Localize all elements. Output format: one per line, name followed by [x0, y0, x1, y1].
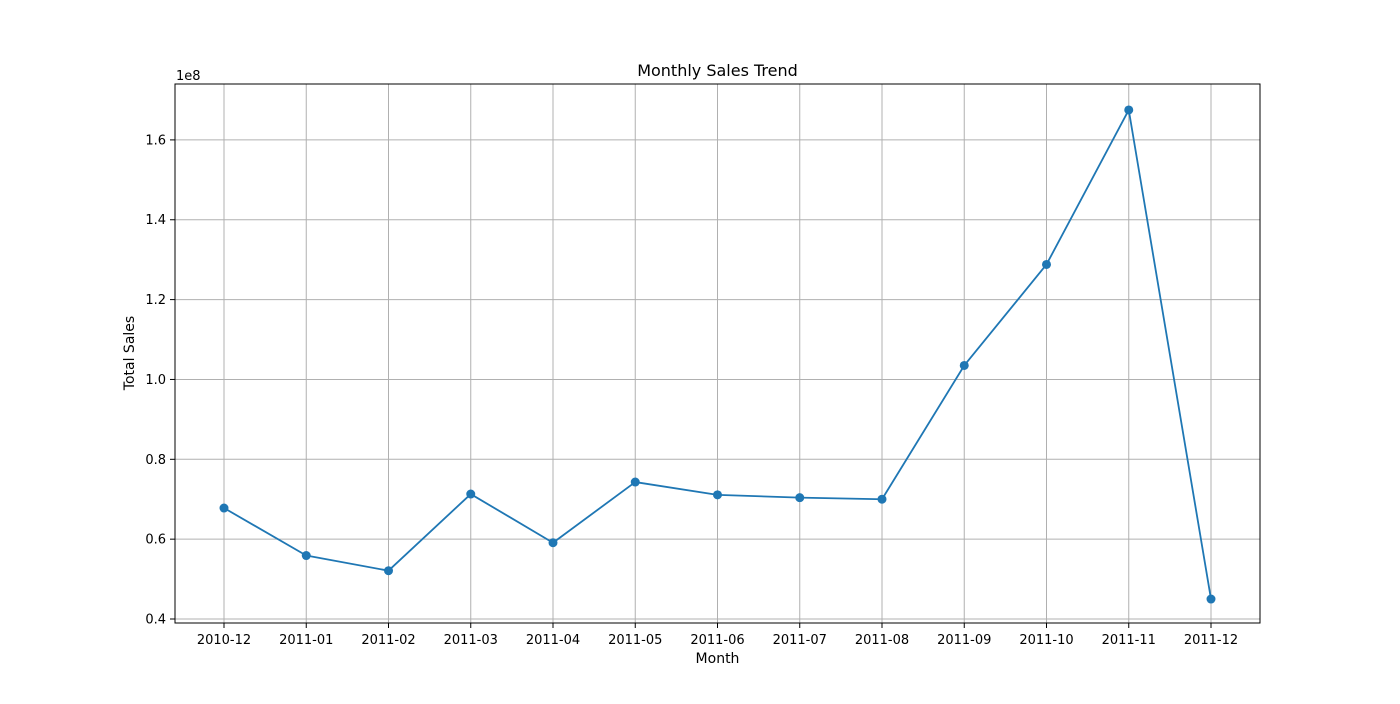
x-axis-label: Month — [696, 651, 740, 667]
y-tick-label: 0.8 — [145, 453, 166, 468]
grid — [175, 84, 1260, 623]
chart-title: Monthly Sales Trend — [637, 61, 798, 80]
data-point[interactable] — [713, 490, 722, 500]
y-tick-label: 1.2 — [145, 293, 166, 308]
series-layer — [219, 105, 1216, 604]
x-tick-label: 2011-04 — [526, 633, 580, 648]
data-point[interactable] — [795, 493, 805, 503]
x-tick-label: 2011-09 — [937, 633, 991, 648]
data-point[interactable] — [466, 489, 476, 499]
y-tick-label: 1.4 — [145, 213, 166, 228]
data-point[interactable] — [548, 538, 558, 548]
data-point[interactable] — [959, 360, 969, 370]
y-tick-label: 1.6 — [145, 133, 166, 148]
data-point[interactable] — [1042, 259, 1051, 269]
x-tick-label: 2011-12 — [1184, 633, 1238, 648]
data-point[interactable] — [1124, 105, 1134, 115]
data-point[interactable] — [384, 566, 393, 576]
y-tick-label: 0.4 — [145, 613, 166, 628]
x-tick-label: 2011-07 — [773, 633, 827, 648]
data-point[interactable] — [1206, 594, 1216, 604]
x-tick-label: 2011-10 — [1019, 633, 1073, 648]
data-point[interactable] — [630, 477, 640, 487]
x-tick-label: 2011-05 — [608, 633, 662, 648]
x-tick-label: 2011-06 — [690, 633, 744, 648]
data-point[interactable] — [301, 551, 311, 561]
x-tick-label: 2011-11 — [1102, 633, 1156, 648]
x-tick-label: 2011-03 — [444, 633, 498, 648]
x-tick-label: 2011-08 — [855, 633, 909, 648]
y-offset-label: 1e8 — [176, 69, 201, 84]
x-tick-label: 2010-12 — [197, 633, 251, 648]
y-axis-label: Total Sales — [122, 316, 138, 391]
y-tick-label: 0.6 — [145, 533, 166, 548]
axis-ticks: 2010-12 2011-01 2011-02 2011-03 2011-04 2011-… — [145, 133, 1238, 648]
x-tick-label: 2011-02 — [361, 633, 415, 648]
data-point[interactable] — [877, 494, 887, 504]
y-tick-label: 1.0 — [145, 373, 166, 388]
x-tick-label: 2011-01 — [279, 633, 333, 648]
data-point[interactable] — [219, 503, 229, 513]
